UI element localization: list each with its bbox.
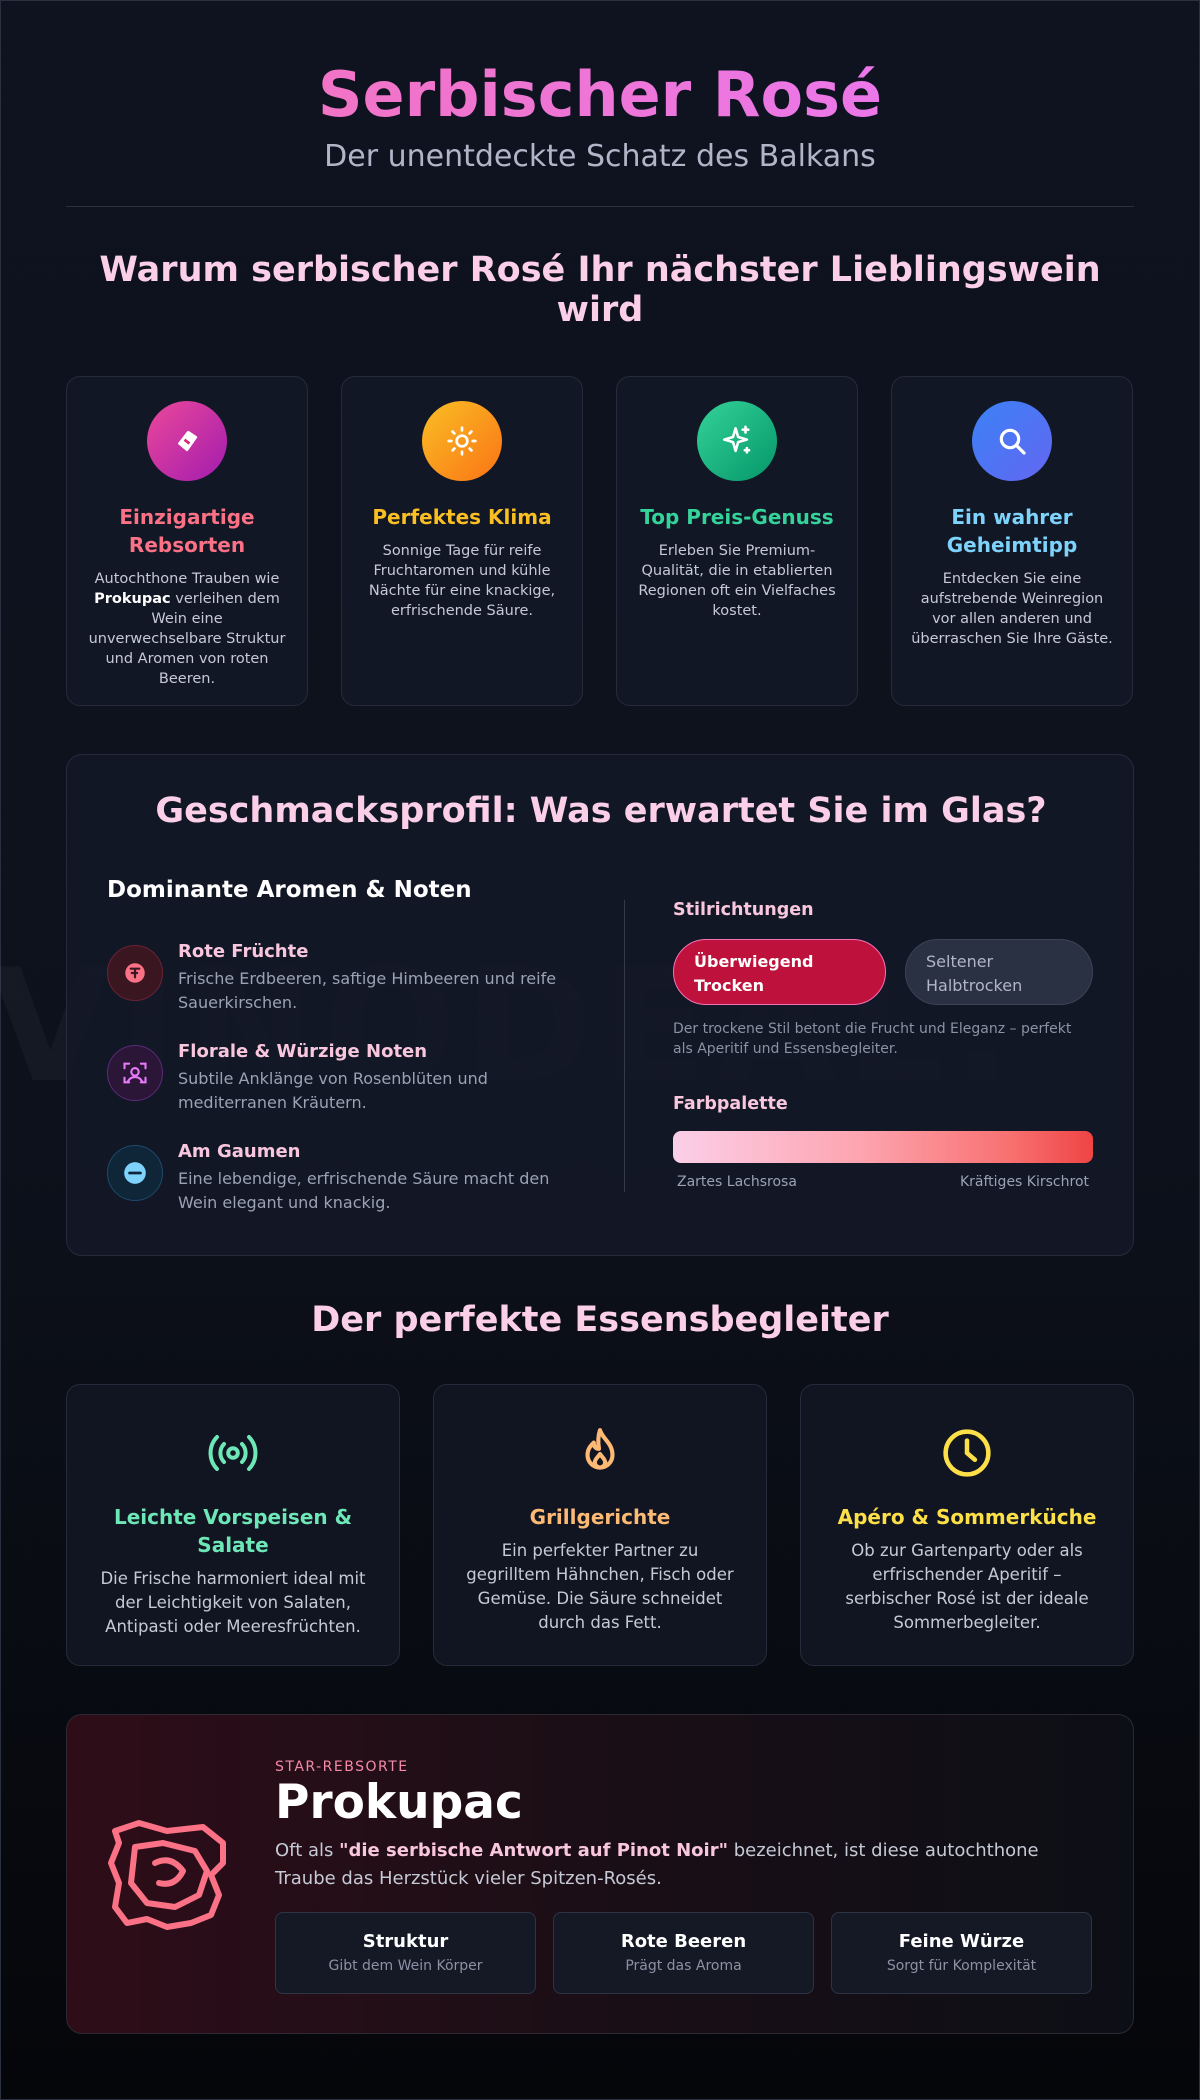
pairing-title: Grillgerichte — [529, 1505, 671, 1529]
trait-chip-rote-beeren: Rote Beeren Prägt das Aroma — [553, 1912, 814, 1994]
benefit-title: Top Preis-Genuss — [640, 505, 834, 529]
taste-profile-panel: Geschmacksprofil: Was erwartet Sie im Gl… — [66, 754, 1134, 1256]
benefit-card-rebsorten: Einzigartige Rebsorten Autochthone Traub… — [66, 376, 308, 706]
palette-heading: Farbpalette — [673, 1094, 788, 1114]
why-section-title: Warum serbischer Rosé Ihr nächster Liebl… — [99, 250, 1101, 330]
benefit-card-klima: Perfektes Klima Sonnige Tage für reife F… — [341, 376, 583, 706]
sparkles-icon — [697, 401, 777, 481]
star-title: Prokupac — [275, 1775, 523, 1830]
aroma-desc: Subtile Anklänge von Rosenblüten und med… — [178, 1069, 488, 1112]
pairing-desc: Ein perfekter Partner zu gegrilltem Hähn… — [466, 1541, 734, 1632]
pairing-desc: Ob zur Gartenparty oder als erfrischende… — [845, 1541, 1089, 1632]
style-note: Der trockene Stil betont die Frucht und … — [673, 1021, 1072, 1057]
aroma-title: Am Gaumen — [178, 1141, 301, 1162]
benefit-card-preis: Top Preis-Genuss Erleben Sie Premium-Qua… — [616, 376, 858, 706]
header-divider — [66, 206, 1134, 207]
benefit-desc: Sonnige Tage für reife Fruchtaromen und … — [368, 543, 556, 619]
pairing-title: Apéro & Sommerküche — [837, 1505, 1097, 1529]
benefit-desc: Erleben Sie Premium-Qualität, die in eta… — [638, 543, 836, 619]
benefit-title: Perfektes Klima — [372, 505, 552, 529]
benefit-desc: Autochthone Trauben wie Prokupac verleih… — [88, 571, 286, 687]
pairing-desc: Die Frische harmoniert ideal mit der Lei… — [100, 1569, 366, 1636]
trait-chip-wuerze: Feine Würze Sorgt für Komplexität — [831, 1912, 1092, 1994]
benefit-card-geheimtipp: Ein wahrer Geheimtipp Entdecken Sie eine… — [891, 376, 1133, 706]
benefit-title: Einzigartige Rebsorten — [119, 505, 255, 557]
palate-icon — [107, 1145, 163, 1201]
style-pill-halbtrocken[interactable]: Seltener Halbtrocken — [905, 939, 1093, 1005]
pairing-card-vorspeisen: Leichte Vorspeisen & Salate Die Frische … — [66, 1384, 400, 1666]
search-icon — [972, 401, 1052, 481]
style-pill-trocken[interactable]: Überwiegend Trocken — [673, 939, 886, 1005]
page-header: Serbischer Rosé Der unentdeckte Schatz d… — [66, 55, 1134, 174]
chip-title: Rote Beeren — [620, 1931, 747, 1952]
aromas-heading: Dominante Aromen & Noten — [107, 877, 472, 903]
chip-title: Feine Würze — [898, 1931, 1025, 1952]
chip-sub: Prägt das Aroma — [625, 1958, 742, 1974]
aroma-title: Florale & Würzige Noten — [178, 1041, 428, 1062]
column-divider — [624, 900, 625, 1192]
chip-sub: Gibt dem Wein Körper — [328, 1958, 483, 1974]
flower-icon — [107, 1045, 163, 1101]
grape-leaf-icon — [147, 401, 227, 481]
berry-icon — [107, 945, 163, 1001]
chip-title: Struktur — [362, 1931, 449, 1952]
pairing-title: Leichte Vorspeisen & Salate — [113, 1505, 353, 1557]
page-subtitle: Der unentdeckte Schatz des Balkans — [324, 139, 876, 174]
star-desc: Oft als "die serbische Antwort auf Pinot… — [275, 1840, 1039, 1889]
pairing-section-title: Der perfekte Essensbegleiter — [311, 1300, 889, 1340]
grape-cluster-icon — [107, 1815, 235, 1939]
star-eyebrow: STAR-REBSORTE — [275, 1759, 409, 1775]
sun-icon — [422, 401, 502, 481]
benefit-desc: Entdecken Sie eine aufstrebende Weinregi… — [911, 571, 1113, 647]
benefit-title: Ein wahrer Geheimtipp — [946, 505, 1078, 557]
broadcast-icon — [93, 1425, 373, 1481]
palette-label-left: Zartes Lachsrosa — [677, 1174, 797, 1190]
aroma-title: Rote Früchte — [178, 941, 309, 962]
palette-label-right: Kräftiges Kirschrot — [959, 1174, 1089, 1190]
aroma-desc: Frische Erdbeeren, saftige Himbeeren und… — [178, 969, 557, 1012]
style-heading: Stilrichtungen — [673, 900, 814, 920]
flame-icon — [460, 1425, 740, 1481]
trait-chip-struktur: Struktur Gibt dem Wein Körper — [275, 1912, 536, 1994]
page-title: Serbischer Rosé — [66, 55, 1134, 135]
color-gradient-bar — [673, 1131, 1093, 1163]
aroma-desc: Eine lebendige, erfrischende Säure macht… — [178, 1169, 550, 1212]
star-grape-panel: STAR-REBSORTE Prokupac Oft als "die serb… — [66, 1714, 1134, 2034]
clock-icon — [827, 1425, 1107, 1481]
pairing-card-apero: Apéro & Sommerküche Ob zur Gartenparty o… — [800, 1384, 1134, 1666]
taste-profile-title: Geschmacksprofil: Was erwartet Sie im Gl… — [155, 791, 1047, 831]
chip-sub: Sorgt für Komplexität — [886, 1958, 1037, 1974]
pairing-card-grill: Grillgerichte Ein perfekter Partner zu g… — [433, 1384, 767, 1666]
